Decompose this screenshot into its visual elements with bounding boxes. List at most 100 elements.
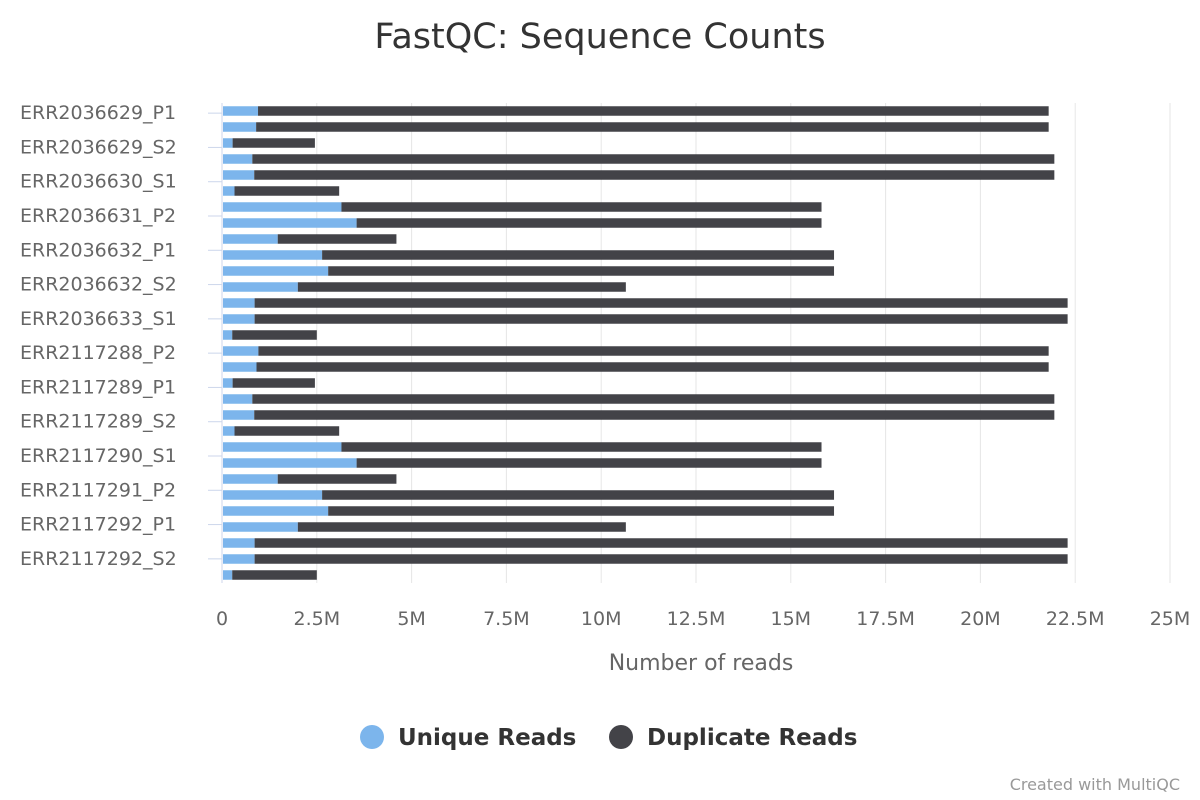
bar-unique-reads[interactable]	[223, 202, 342, 212]
x-axis-title: Number of reads	[609, 651, 794, 676]
category-label: ERR2117292_S2	[20, 548, 177, 570]
x-tick-label: 10M	[581, 608, 622, 630]
bar-unique-reads[interactable]	[223, 570, 233, 580]
category-label: ERR2036633_S1	[20, 308, 177, 330]
bar-unique-reads[interactable]	[223, 106, 259, 116]
bar-duplicate-reads[interactable]	[322, 490, 835, 500]
category-label: ERR2036632_S2	[20, 274, 177, 296]
x-tick-label: 7.5M	[483, 608, 530, 630]
bar-unique-reads[interactable]	[223, 490, 323, 500]
legend-marker	[609, 725, 633, 749]
bar-duplicate-reads[interactable]	[232, 570, 317, 580]
bar-unique-reads[interactable]	[223, 538, 255, 548]
legend-item-duplicate-reads[interactable]: Duplicate Reads	[609, 725, 857, 751]
legend-marker	[360, 725, 384, 749]
bar-unique-reads[interactable]	[223, 442, 342, 452]
category-label: ERR2117292_P1	[20, 514, 176, 536]
bar-unique-reads[interactable]	[223, 282, 298, 292]
bar-duplicate-reads[interactable]	[232, 330, 317, 340]
bar-unique-reads[interactable]	[223, 250, 323, 260]
bar-unique-reads[interactable]	[223, 426, 235, 436]
legend-label: Unique Reads	[398, 725, 576, 751]
bar-duplicate-reads[interactable]	[254, 298, 1068, 308]
bar-unique-reads[interactable]	[223, 394, 253, 404]
bar-duplicate-reads[interactable]	[258, 346, 1049, 356]
credit-text: Created with MultiQC	[1010, 775, 1180, 794]
bar-duplicate-reads[interactable]	[234, 426, 340, 436]
grid-lines	[316, 103, 1171, 583]
bar-duplicate-reads[interactable]	[341, 442, 822, 452]
bar-unique-reads[interactable]	[223, 298, 255, 308]
bar-duplicate-reads[interactable]	[234, 186, 340, 196]
bar-unique-reads[interactable]	[223, 330, 233, 340]
bar-duplicate-reads[interactable]	[254, 410, 1055, 420]
bar-duplicate-reads[interactable]	[277, 474, 397, 484]
x-tick-label: 0	[216, 608, 228, 630]
category-labels: ERR2036629_P1 ERR2036629_S2 ERR2036630_S1 E…	[20, 102, 177, 570]
bar-duplicate-reads[interactable]	[232, 378, 315, 388]
bar-duplicate-reads[interactable]	[341, 202, 822, 212]
category-label: ERR2117289_P1	[20, 376, 176, 398]
category-label: ERR2036631_P2	[20, 205, 176, 227]
bar-unique-reads[interactable]	[223, 138, 233, 148]
bar-duplicate-reads[interactable]	[328, 506, 835, 516]
bar-duplicate-reads[interactable]	[254, 314, 1068, 324]
bar-duplicate-reads[interactable]	[254, 538, 1068, 548]
bar-unique-reads[interactable]	[223, 410, 255, 420]
x-tick-labels: 0 2.5M 5M 7.5M 10M 12.5M 15M 17.5M 20M 22.5M 25M	[216, 608, 1190, 630]
bar-unique-reads[interactable]	[223, 218, 357, 228]
bar-unique-reads[interactable]	[223, 474, 278, 484]
x-tick-label: 2.5M	[293, 608, 340, 630]
bar-unique-reads[interactable]	[223, 266, 329, 276]
bar-duplicate-reads[interactable]	[258, 106, 1049, 116]
chart-title: FastQC: Sequence Counts	[374, 17, 825, 57]
bar-duplicate-reads[interactable]	[232, 138, 315, 148]
x-tick-label: 15M	[771, 608, 812, 630]
bar-duplicate-reads[interactable]	[297, 522, 626, 532]
bar-duplicate-reads[interactable]	[322, 250, 835, 260]
bars	[223, 106, 1068, 580]
bar-unique-reads[interactable]	[223, 186, 235, 196]
x-tick-label: 20M	[960, 608, 1001, 630]
category-label: ERR2117290_S1	[20, 445, 177, 467]
bar-duplicate-reads[interactable]	[254, 170, 1055, 180]
bar-duplicate-reads[interactable]	[277, 234, 397, 244]
bar-duplicate-reads[interactable]	[252, 154, 1055, 164]
x-tick-label: 12.5M	[667, 608, 726, 630]
legend-item-unique-reads[interactable]: Unique Reads	[360, 725, 576, 751]
category-label: ERR2036629_P1	[20, 102, 176, 124]
bar-duplicate-reads[interactable]	[356, 218, 822, 228]
x-tick-label: 17.5M	[856, 608, 915, 630]
bar-unique-reads[interactable]	[223, 522, 298, 532]
bar-duplicate-reads[interactable]	[356, 458, 822, 468]
axes	[208, 103, 223, 583]
bar-duplicate-reads[interactable]	[254, 554, 1068, 564]
bar-duplicate-reads[interactable]	[297, 282, 626, 292]
bar-unique-reads[interactable]	[223, 506, 329, 516]
category-label: ERR2117291_P2	[20, 479, 176, 501]
bar-unique-reads[interactable]	[223, 362, 257, 372]
bar-unique-reads[interactable]	[223, 234, 278, 244]
bar-unique-reads[interactable]	[223, 554, 255, 564]
bar-unique-reads[interactable]	[223, 458, 357, 468]
x-tick-label: 5M	[397, 608, 425, 630]
category-label: ERR2036629_S2	[20, 136, 177, 158]
category-label: ERR2036632_P1	[20, 239, 176, 261]
bar-unique-reads[interactable]	[223, 346, 259, 356]
bar-duplicate-reads[interactable]	[328, 266, 835, 276]
bar-duplicate-reads[interactable]	[252, 394, 1055, 404]
legend[interactable]: Unique Reads Duplicate Reads	[360, 725, 857, 751]
category-label: ERR2117288_P2	[20, 342, 176, 364]
bar-unique-reads[interactable]	[223, 314, 255, 324]
bar-duplicate-reads[interactable]	[256, 122, 1049, 132]
bar-unique-reads[interactable]	[223, 378, 233, 388]
legend-label: Duplicate Reads	[647, 725, 857, 751]
x-tick-label: 22.5M	[1046, 608, 1105, 630]
category-label: ERR2117289_S2	[20, 411, 177, 433]
bar-duplicate-reads[interactable]	[256, 362, 1049, 372]
category-label: ERR2036630_S1	[20, 171, 177, 193]
bar-unique-reads[interactable]	[223, 122, 257, 132]
bar-unique-reads[interactable]	[223, 170, 255, 180]
bar-unique-reads[interactable]	[223, 154, 253, 164]
